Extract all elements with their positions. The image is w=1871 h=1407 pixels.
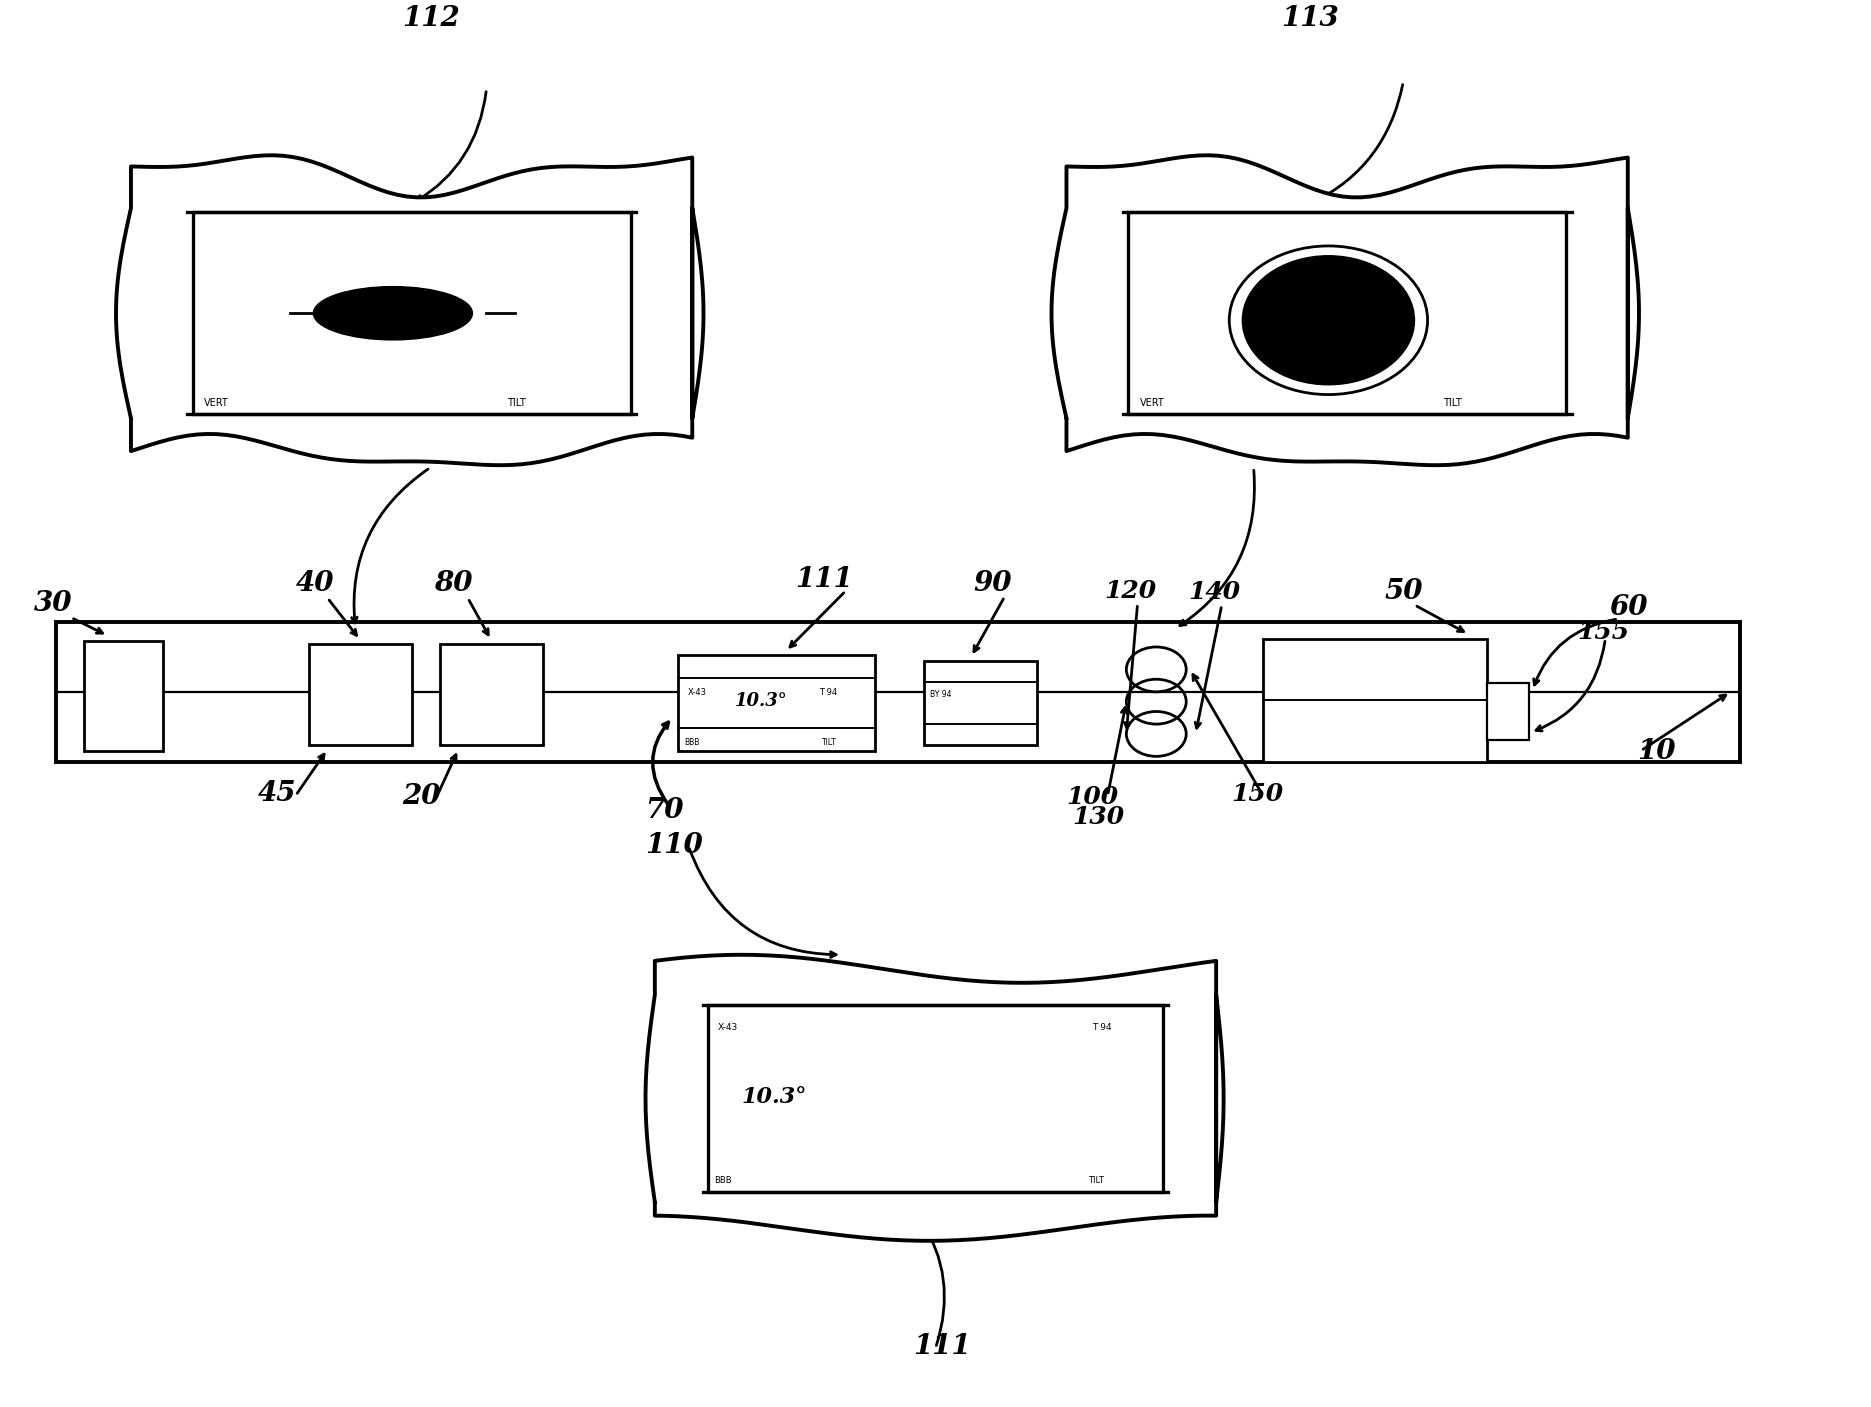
Polygon shape [116,155,703,466]
Text: 155: 155 [1577,619,1630,643]
Bar [193,212,631,414]
Polygon shape [1052,155,1639,466]
Text: 111: 111 [913,1332,971,1359]
Bar [1128,212,1566,414]
Bar [84,642,163,751]
Text: 40: 40 [296,570,335,597]
Text: 45: 45 [258,781,297,808]
Text: BBB: BBB [715,1176,732,1186]
Text: 20: 20 [402,784,442,810]
Text: TILT: TILT [507,398,526,408]
Text: X-43: X-43 [717,1023,737,1033]
Text: 10: 10 [1637,739,1676,765]
Text: VERT: VERT [204,398,228,408]
Text: 150: 150 [1231,782,1284,806]
Text: VERT: VERT [1139,398,1164,408]
Bar [1263,639,1487,763]
Circle shape [1242,256,1414,384]
Polygon shape [645,955,1224,1241]
Text: 50: 50 [1385,578,1424,605]
Text: TILT: TILT [821,739,836,747]
Text: 100: 100 [1066,785,1119,809]
Text: 130: 130 [1072,805,1124,829]
Text: 80: 80 [434,570,473,597]
Bar [677,656,874,751]
Text: 111: 111 [795,566,853,592]
Text: 90: 90 [973,570,1012,597]
Bar [56,622,1740,763]
Bar [924,661,1037,746]
Ellipse shape [312,287,471,340]
Text: 60: 60 [1609,594,1648,620]
Text: 112: 112 [402,4,460,32]
Bar [707,1005,1162,1192]
Text: 10.3°: 10.3° [741,1086,806,1107]
Text: 140: 140 [1188,580,1240,604]
Text: BY 94: BY 94 [930,691,950,699]
Text: 10.3°: 10.3° [735,692,788,711]
Text: TILT: TILT [1087,1176,1104,1186]
Bar [1487,684,1529,740]
Bar [309,644,412,746]
Text: 70: 70 [645,796,685,825]
Text: 120: 120 [1104,578,1156,604]
Text: X-43: X-43 [687,688,707,696]
Bar [440,644,543,746]
Text: 30: 30 [34,590,73,616]
Text: 113: 113 [1282,4,1340,32]
Text: BBB: BBB [685,739,700,747]
Text: TILT: TILT [1443,398,1461,408]
Text: 110: 110 [645,832,703,860]
Text: T 94: T 94 [1091,1023,1111,1033]
Text: T 94: T 94 [818,688,836,696]
